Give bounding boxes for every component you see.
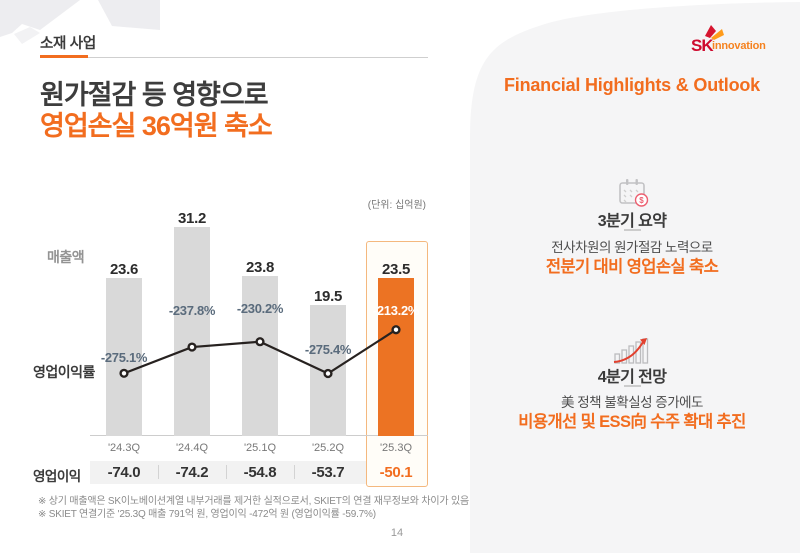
logo-innovation-text: innovation bbox=[712, 40, 766, 52]
footnote-2: ※ SKIET 연결기준 '25.3Q 매출 791억 원, 영업이익 -472… bbox=[38, 509, 376, 520]
sk-butterfly-icon bbox=[705, 25, 724, 40]
corner-decoration bbox=[0, 0, 160, 44]
bar-value-label: 19.5 bbox=[314, 288, 342, 306]
logo-sk-text: SK bbox=[691, 36, 714, 55]
operating-margin-label: -237.8% bbox=[168, 302, 216, 318]
bar-'25.2Q bbox=[310, 305, 346, 436]
q3-summary-line2: 전분기 대비 영업손실 축소 bbox=[545, 258, 719, 276]
header-rule-accent bbox=[40, 55, 88, 58]
operating-margin-label: -275.4% bbox=[304, 341, 352, 357]
operating-profit-row-label: 영업이익 bbox=[33, 469, 81, 484]
row-separator bbox=[226, 465, 227, 479]
q4-outlook-line1: 美 정책 불확실성 증가에도 bbox=[561, 395, 703, 410]
line-series-label: 영업이익률 bbox=[33, 364, 95, 380]
page-number: 14 bbox=[390, 527, 404, 539]
x-axis-tick-label: '24.3Q bbox=[107, 441, 141, 454]
panel-header: Financial Highlights & Outlook bbox=[503, 75, 760, 95]
row-separator bbox=[294, 465, 295, 479]
x-axis-tick-label: '24.4Q bbox=[175, 441, 209, 454]
x-axis-tick-label: '25.1Q bbox=[243, 441, 277, 454]
operating-margin-label: -230.2% bbox=[236, 301, 284, 316]
bar-value-label: 23.6 bbox=[110, 260, 138, 278]
calendar-dollar-icon: $ bbox=[619, 179, 649, 207]
operating-profit-value: -74.2 bbox=[175, 464, 209, 481]
operating-profit-row-strip bbox=[90, 461, 366, 484]
operating-profit-value: -54.8 bbox=[243, 464, 277, 481]
page-title-line2: 영업손실 36억원 축소 bbox=[40, 111, 273, 141]
operating-margin-label: -213.2% bbox=[372, 302, 420, 318]
q3-summary-title: 3분기 요약 bbox=[597, 213, 667, 230]
panel-divider bbox=[624, 385, 641, 387]
bar-value-label: 31.2 bbox=[178, 209, 206, 227]
footnote-1: ※ 상기 매출액은 SK이노베이션계열 내부거래를 제거한 실적으로서, SKI… bbox=[38, 496, 469, 507]
bar-series-label: 매출액 bbox=[47, 249, 85, 265]
combo-chart: 23.6 -275.1% '24.3Q -74.0 31.2 -237.8% '24.4Q -… bbox=[100, 209, 420, 481]
operating-profit-value: -74.0 bbox=[107, 464, 141, 481]
operating-profit-value: -50.1 bbox=[379, 464, 413, 481]
section-label: 소재 사업 bbox=[40, 36, 96, 52]
q4-outlook-line2: 비용개선 및 ESS向 수주 확대 추진 bbox=[518, 413, 746, 431]
bar-value-label: 23.5 bbox=[382, 261, 410, 279]
x-axis-tick-label: '25.2Q bbox=[311, 441, 345, 454]
panel-divider bbox=[624, 229, 641, 231]
row-separator bbox=[158, 465, 159, 479]
bar-value-label: 23.8 bbox=[246, 259, 274, 277]
q3-summary-line1: 전사차원의 원가절감 노력으로 bbox=[551, 240, 713, 255]
header-rule bbox=[40, 57, 428, 58]
x-axis-tick-label: '25.3Q bbox=[379, 441, 413, 454]
page-title-line1: 원가절감 등 영향으로 bbox=[40, 80, 269, 110]
operating-profit-value: -53.7 bbox=[311, 464, 345, 481]
svg-text:$: $ bbox=[639, 196, 644, 205]
bar-'24.4Q bbox=[174, 226, 210, 436]
rising-chart-icon bbox=[613, 338, 649, 364]
operating-margin-label: -275.1% bbox=[100, 350, 148, 365]
chart-unit-label: (단위: 십억원) bbox=[367, 200, 426, 211]
q4-outlook-title: 4분기 전망 bbox=[597, 369, 667, 386]
